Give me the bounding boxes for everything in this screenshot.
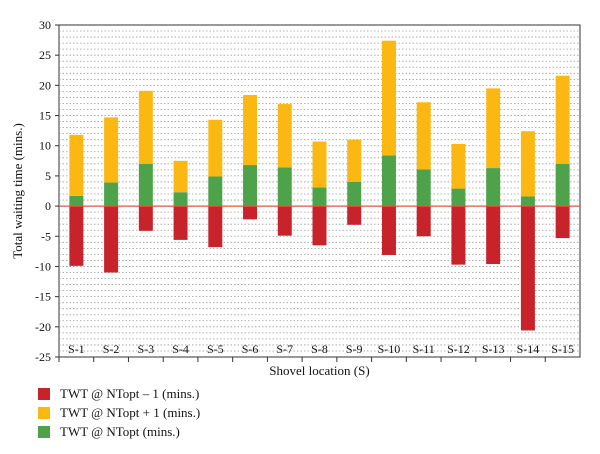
- y-tick-label: -20: [35, 320, 51, 334]
- y-tick-label: 15: [39, 109, 51, 123]
- y-tick-label: 10: [39, 139, 51, 153]
- bar-S-3-ntopt-minus-1: [138, 206, 153, 231]
- x-tick-label: S-1: [68, 342, 85, 356]
- y-tick-label: 20: [39, 78, 51, 92]
- bar-S-8-ntopt: [312, 187, 327, 207]
- bar-S-10-ntopt-plus-1: [381, 40, 396, 156]
- y-tick-label: 5: [45, 169, 51, 183]
- bar-S-1-ntopt: [69, 195, 84, 207]
- bar-S-14-ntopt-minus-1: [520, 206, 535, 331]
- legend-swatch-green: [38, 425, 50, 438]
- bar-S-5-ntopt-plus-1: [208, 119, 223, 177]
- legend-item-yellow: TWT @ NTopt + 1 (mins.): [38, 405, 200, 420]
- legend-label: TWT @ NTopt + 1 (mins.): [60, 404, 201, 420]
- x-tick-label: S-14: [517, 342, 540, 356]
- bar-S-11-ntopt: [416, 169, 431, 207]
- bar-S-4-ntopt-minus-1: [173, 206, 188, 240]
- bar-S-7-ntopt-minus-1: [277, 206, 292, 236]
- y-tick-label: -15: [35, 290, 51, 304]
- chart-svg: 30 25 20 15 10 5 0 -5 -10 -15 -20 -25 S-1 S-2 S-3 S-4 S-…: [10, 18, 581, 378]
- x-tick-label: S-15: [551, 342, 574, 356]
- bar-S-11-ntopt-minus-1: [416, 206, 431, 237]
- bar-S-2-ntopt-plus-1: [104, 117, 119, 183]
- bar-S-3-ntopt: [138, 163, 153, 207]
- bar-S-13-ntopt: [486, 168, 501, 207]
- legend-item-green: TWT @ NTopt (mins.): [38, 424, 200, 439]
- bar-S-6-ntopt-plus-1: [243, 95, 258, 166]
- y-tick-label: 0: [45, 199, 51, 213]
- bar-S-8-ntopt-minus-1: [312, 206, 327, 246]
- x-tick-label: S-7: [276, 342, 293, 356]
- bar-S-1-ntopt-plus-1: [69, 134, 84, 196]
- x-tick-label: S-9: [346, 342, 363, 356]
- bar-S-15-ntopt-plus-1: [555, 75, 570, 164]
- bar-S-6-ntopt-minus-1: [243, 206, 258, 220]
- legend-swatch-yellow: [38, 406, 50, 419]
- y-tick-label: 30: [39, 18, 51, 32]
- bar-S-14-ntopt: [520, 196, 535, 207]
- bar-S-1-ntopt-minus-1: [69, 206, 84, 266]
- x-tick-label: S-5: [207, 342, 224, 356]
- x-tick-label: S-6: [242, 342, 259, 356]
- bar-S-9-ntopt: [347, 181, 362, 207]
- bar-S-7-ntopt: [277, 167, 292, 207]
- bar-S-12-ntopt: [451, 188, 466, 207]
- bar-S-6-ntopt: [243, 165, 258, 207]
- plot-frame: [58, 24, 581, 358]
- bar-S-4-ntopt-plus-1: [173, 160, 188, 193]
- bar-S-5-ntopt-minus-1: [208, 206, 223, 248]
- x-tick-label: S-11: [413, 342, 435, 356]
- y-tick-label: -10: [35, 259, 51, 273]
- bar-S-4-ntopt: [173, 192, 188, 207]
- x-tick-label: S-3: [137, 342, 154, 356]
- x-tick-label: S-4: [172, 342, 189, 356]
- x-tick-label: S-10: [378, 342, 401, 356]
- y-axis-label: Total waiting time (mins.): [10, 123, 25, 259]
- bar-S-14-ntopt-plus-1: [520, 131, 535, 197]
- bar-S-3-ntopt-plus-1: [138, 90, 153, 164]
- x-axis-label: Shovel location (S): [269, 363, 369, 378]
- bar-S-12-ntopt-minus-1: [451, 206, 466, 265]
- legend-label: TWT @ NTopt (mins.): [60, 423, 180, 439]
- bar-S-7-ntopt-plus-1: [277, 104, 292, 168]
- bar-S-13-ntopt-minus-1: [486, 206, 501, 265]
- bar-S-8-ntopt-plus-1: [312, 141, 327, 188]
- bar-S-5-ntopt: [208, 176, 223, 207]
- y-tick-label: -5: [41, 229, 51, 243]
- bar-S-15-ntopt: [555, 163, 570, 207]
- x-tick-label: S-2: [103, 342, 120, 356]
- bar-S-2-ntopt-minus-1: [104, 206, 119, 273]
- bar-S-9-ntopt-minus-1: [347, 206, 362, 225]
- legend: TWT @ NTopt – 1 (mins.) TWT @ NTopt + 1 …: [38, 386, 200, 443]
- x-tick-label: S-8: [311, 342, 328, 356]
- bar-S-10-ntopt-minus-1: [381, 206, 396, 255]
- legend-label: TWT @ NTopt – 1 (mins.): [60, 385, 200, 401]
- bar-S-15-ntopt-minus-1: [555, 206, 570, 239]
- x-tick-label: S-13: [482, 342, 505, 356]
- y-tick-label: -25: [35, 350, 51, 364]
- bar-S-11-ntopt-plus-1: [416, 102, 431, 170]
- legend-item-red: TWT @ NTopt – 1 (mins.): [38, 386, 200, 401]
- legend-swatch-red: [38, 387, 50, 400]
- bar-S-13-ntopt-plus-1: [486, 88, 501, 169]
- bar-S-2-ntopt: [104, 182, 119, 207]
- bar-S-9-ntopt-plus-1: [347, 139, 362, 182]
- bar-S-12-ntopt-plus-1: [451, 143, 466, 189]
- x-tick-label: S-12: [447, 342, 470, 356]
- bar-S-10-ntopt: [381, 155, 396, 207]
- y-tick-label: 25: [39, 48, 51, 62]
